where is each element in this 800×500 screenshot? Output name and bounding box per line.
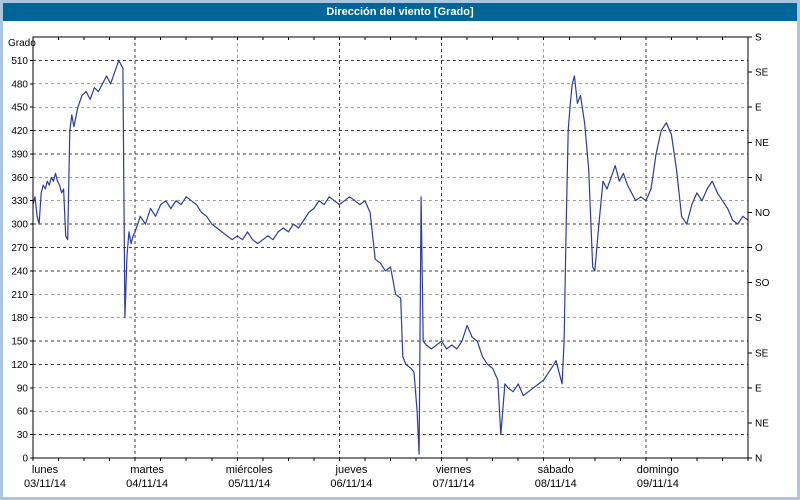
y-right-tick-label: N: [755, 454, 762, 465]
y-left-tick-label: 270: [11, 243, 28, 254]
x-day-date: 03/11/14: [24, 478, 66, 490]
y-left-tick-label: 480: [11, 79, 28, 90]
y-right-tick-label: S: [755, 33, 762, 44]
x-day-date: 05/11/14: [228, 478, 270, 490]
x-day-name: sábado: [538, 464, 574, 476]
x-day-date: 09/11/14: [637, 478, 679, 490]
x-day-name: jueves: [335, 464, 368, 476]
x-day-date: 07/11/14: [433, 478, 475, 490]
y-right-tick-label: O: [755, 243, 763, 254]
y-right-tick-label: SE: [755, 68, 769, 79]
y-left-tick-label: 0: [22, 454, 28, 465]
y-left-tick-label: 300: [11, 220, 28, 231]
y-right-tick-label: NE: [755, 418, 769, 429]
y-left-tick-label: 150: [11, 337, 28, 348]
grid-lines: [33, 37, 748, 458]
y-right-tick-label: SO: [755, 278, 770, 289]
chart-area: Grado 0 30 60 90 120 150 180 210 240 270 300 330 360 3…: [3, 21, 797, 497]
y-right-tick-label: SE: [755, 348, 769, 359]
x-day-name: viernes: [436, 464, 472, 476]
y-right-tick-label: NE: [755, 138, 769, 149]
y-right-tick-label: E: [755, 383, 762, 394]
x-day-name: martes: [130, 464, 164, 476]
y-left-tick-label: 240: [11, 266, 28, 277]
y-right-tick-label: N: [755, 173, 762, 184]
y-left-tick-label: 420: [11, 126, 28, 137]
x-day-date: 06/11/14: [330, 478, 372, 490]
x-day-date: 08/11/14: [535, 478, 577, 490]
y-right-tick-label: NO: [755, 208, 770, 219]
y-left-tick-label: 210: [11, 290, 28, 301]
x-day-name: domingo: [637, 464, 679, 476]
y-axis-title: Grado: [8, 38, 36, 49]
axis-ticks: [30, 36, 752, 461]
y-left-tick-label: 180: [11, 313, 28, 324]
chart-title: Dirección del viento [Grado]: [326, 6, 474, 18]
y-left-tick-label: 330: [11, 196, 28, 207]
chart-title-bar: Dirección del viento [Grado]: [3, 3, 797, 21]
y-left-tick-label: 30: [17, 430, 29, 441]
y-left-tick-label: 390: [11, 149, 28, 160]
y-left-tick-label: 120: [11, 360, 28, 371]
x-day-date: 04/11/14: [126, 478, 168, 490]
x-day-name: lunes: [32, 464, 59, 476]
x-day-name: miércoles: [226, 464, 274, 476]
y-right-tick-label: S: [755, 313, 762, 324]
y-left-tick-label: 90: [17, 383, 29, 394]
wind-direction-line: [32, 59, 749, 455]
y-right-tick-label: E: [755, 103, 762, 114]
y-left-tick-label: 450: [11, 103, 28, 114]
y-left-tick-label: 360: [11, 173, 28, 184]
y-left-tick-label: 60: [17, 407, 29, 418]
y-left-tick-label: 510: [11, 56, 28, 67]
wind-direction-chart: Grado 0 30 60 90 120 150 180 210 240 270 300 330 360 3…: [8, 33, 770, 491]
